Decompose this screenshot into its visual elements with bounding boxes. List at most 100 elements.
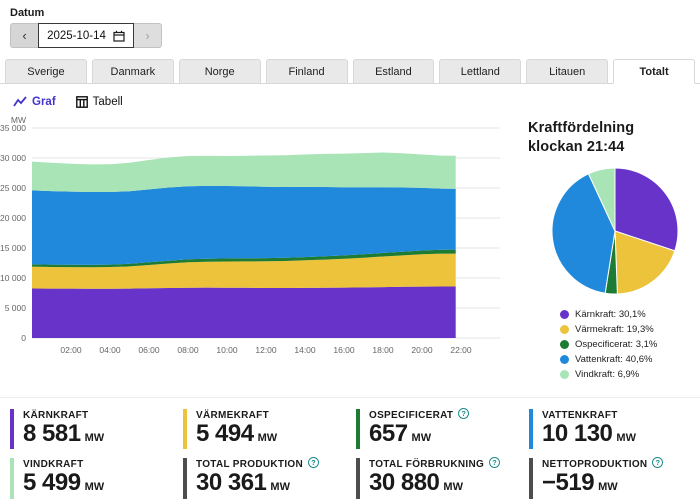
svg-text:14:00: 14:00: [294, 345, 316, 355]
date-picker-control: ‹ 2025-10-14 ›: [10, 23, 162, 48]
country-tabs: Sverige Danmark Norge Finland Estland Lettlan…: [0, 59, 700, 84]
help-icon[interactable]: ?: [308, 457, 320, 469]
stat-card-total-produktion: TOTAL PRODUKTION? 30 361 MW: [183, 457, 344, 499]
stat-label-text: VINDKRAFT: [23, 459, 84, 471]
stat-value: −519 MW: [542, 469, 690, 497]
stat-unit: MW: [411, 431, 432, 444]
view-toggle-graf[interactable]: Graf: [13, 95, 56, 108]
tab-estland[interactable]: Estland: [352, 59, 435, 84]
stat-unit: MW: [257, 431, 278, 444]
stat-label: TOTAL FÖRBRUKNING?: [369, 457, 517, 470]
svg-text:15 000: 15 000: [0, 243, 26, 253]
legend-dot-ospecificerat: [560, 339, 569, 349]
distribution-pie-chart[interactable]: [550, 166, 680, 296]
svg-text:MW: MW: [11, 115, 26, 125]
stat-number: 5 494: [196, 419, 254, 447]
help-icon[interactable]: ?: [652, 457, 664, 469]
area-series-vindkraft: [32, 152, 456, 192]
line-chart-icon: [13, 96, 27, 107]
help-icon[interactable]: ?: [458, 407, 470, 419]
stat-label-text: TOTAL PRODUKTION: [196, 459, 304, 471]
svg-text:5 000: 5 000: [5, 303, 27, 313]
view-toggle-tabell[interactable]: Tabell: [75, 95, 123, 108]
legend-label: Kärnkraft: 30,1%: [575, 308, 646, 320]
stat-value: 657 MW: [369, 419, 517, 447]
pie-slice-vindkraft: [587, 167, 616, 231]
stat-card-total-forbrukning: TOTAL FÖRBRUKNING? 30 880 MW: [356, 457, 517, 499]
stat-card-karnkraft: KÄRNKRAFT 8 581 MW: [10, 408, 171, 450]
stat-card-vindkraft: VINDKRAFT 5 499 MW: [10, 458, 171, 499]
svg-text:12:00: 12:00: [255, 345, 277, 355]
stat-label: KÄRNKRAFT: [23, 410, 171, 421]
stat-card-nettoproduktion: NETTOPRODUKTION? −519 MW: [529, 457, 690, 499]
date-picker-label: Datum: [10, 7, 45, 19]
stat-number: 10 130: [542, 419, 613, 447]
graf-label: Graf: [32, 95, 56, 108]
stat-unit: MW: [443, 481, 463, 494]
svg-text:08:00: 08:00: [177, 345, 199, 355]
stat-label: VÄRMEKRAFT: [196, 410, 344, 421]
legend-dot-varmekraft: [560, 324, 569, 334]
svg-text:20:00: 20:00: [411, 345, 433, 355]
stat-label: NETTOPRODUKTION?: [542, 457, 690, 471]
date-picker-section: Datum ‹ 2025-10-14 ›: [0, 5, 700, 48]
date-input[interactable]: 2025-10-14: [38, 23, 134, 48]
legend-label: Värmekraft: 19,3%: [575, 323, 654, 335]
stat-unit: MW: [84, 481, 105, 494]
stat-value: 5 494 MW: [196, 419, 344, 447]
area-series-vattenkraft: [32, 185, 456, 265]
next-day-button[interactable]: ›: [134, 23, 162, 48]
production-area-chart[interactable]: 0 5 000 10 000 15 000 20 000 25 000 30 000 35 0…: [0, 113, 512, 359]
legend-item-vattenkraft: Vattenkraft: 40,6%: [560, 354, 700, 365]
view-toggle: Graf Tabell: [0, 84, 700, 111]
stat-value: 8 581 MW: [23, 421, 171, 446]
help-icon[interactable]: ?: [489, 457, 501, 469]
svg-text:16:00: 16:00: [333, 345, 355, 355]
stat-label-text: NETTOPRODUKTION: [542, 459, 648, 471]
stat-number: 657: [369, 419, 408, 447]
legend-item-varmekraft: Värmekraft: 19,3%: [560, 324, 700, 335]
stat-value: 30 880 MW: [369, 469, 517, 497]
tab-lettland[interactable]: Lettland: [439, 59, 522, 84]
pie-slice-vattenkraft: [551, 172, 616, 294]
svg-text:06:00: 06:00: [138, 345, 160, 355]
stat-label: OSPECIFICERAT?: [369, 407, 517, 421]
svg-text:02:00: 02:00: [60, 345, 82, 355]
svg-text:10 000: 10 000: [0, 273, 26, 283]
area-series-karnkraft: [32, 286, 456, 338]
stat-number: 30 880: [369, 469, 440, 497]
svg-text:04:00: 04:00: [99, 345, 121, 355]
legend-item-ospecificerat: Ospecificerat: 3,1%: [560, 339, 700, 350]
svg-text:30 000: 30 000: [0, 153, 26, 163]
tab-finland[interactable]: Finland: [265, 59, 348, 84]
stat-value: 5 499 MW: [23, 470, 171, 495]
stat-label-text: VÄRMEKRAFT: [196, 409, 269, 421]
tab-danmark[interactable]: Danmark: [91, 59, 174, 84]
pie-panel: Kraftfördelning klockan 21:44 Kärnkraft:…: [512, 113, 700, 384]
stats-grid: KÄRNKRAFT 8 581 MW VÄRMEKRAFT 5 494 MW OSPECIF…: [0, 396, 700, 499]
stat-number: −519: [542, 469, 595, 497]
stat-value: 30 361 MW: [196, 469, 344, 497]
tab-sverige[interactable]: Sverige: [5, 59, 87, 84]
legend-label: Vattenkraft: 40,6%: [575, 353, 653, 365]
pie-legend: Kärnkraft: 30,1% Värmekraft: 19,3% Ospecif…: [560, 309, 700, 380]
previous-day-button[interactable]: ‹: [10, 23, 38, 48]
stat-card-ospecificerat: OSPECIFICERAT? 657 MW: [356, 407, 517, 450]
legend-item-karnkraft: Kärnkraft: 30,1%: [560, 309, 700, 320]
tab-litauen[interactable]: Litauen: [526, 59, 609, 84]
svg-text:35 000: 35 000: [0, 123, 26, 133]
date-value: 2025-10-14: [47, 29, 106, 42]
stat-number: 30 361: [196, 469, 267, 497]
stat-label: VATTENKRAFT: [542, 410, 690, 421]
stat-unit: MW: [270, 481, 290, 494]
legend-dot-vattenkraft: [560, 354, 569, 364]
stat-card-varmekraft: VÄRMEKRAFT 5 494 MW: [183, 408, 344, 450]
tab-norge[interactable]: Norge: [178, 59, 261, 84]
svg-text:18:00: 18:00: [372, 345, 394, 355]
tabell-label: Tabell: [92, 95, 123, 108]
stat-value: 10 130 MW: [542, 419, 690, 447]
pie-title: Kraftfördelning klockan 21:44: [528, 120, 635, 155]
tab-totalt[interactable]: Totalt: [613, 59, 695, 84]
area-chart-wrap: 0 5 000 10 000 15 000 20 000 25 000 30 000 35 0…: [0, 113, 512, 384]
